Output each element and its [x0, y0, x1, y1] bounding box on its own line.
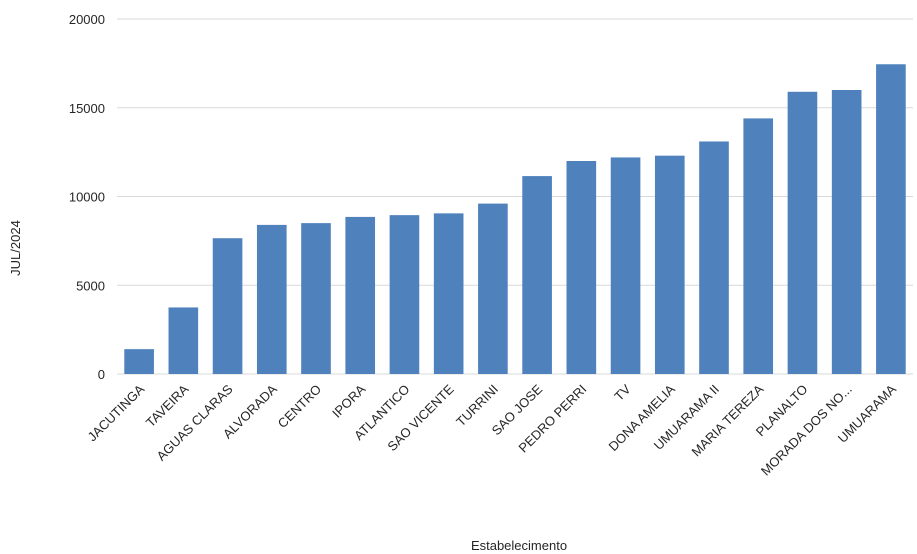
bar	[345, 216, 376, 374]
x-tick-label: TV	[611, 381, 634, 404]
bar	[610, 157, 641, 374]
bars	[124, 64, 906, 375]
y-tick-label: 20000	[69, 12, 105, 27]
y-tick-label: 0	[98, 367, 105, 382]
y-tick-label: 10000	[69, 190, 105, 205]
y-tick-label: 5000	[76, 278, 105, 293]
bar	[301, 223, 331, 374]
bar	[654, 155, 685, 374]
bar	[787, 91, 818, 375]
x-tick-label: IPORA	[329, 381, 368, 420]
bar	[831, 90, 862, 374]
bar	[168, 307, 199, 374]
bar	[433, 213, 464, 374]
bar	[256, 224, 287, 374]
bar	[212, 238, 243, 374]
x-axis-title: Estabelecimento	[471, 538, 567, 553]
y-tick-label: 15000	[69, 101, 105, 116]
y-axis-tick-labels: 0 5000 10000 15000 20000	[69, 12, 105, 382]
bar	[522, 176, 552, 374]
x-tick-label: JACUTINGA	[85, 381, 148, 444]
bar	[699, 141, 729, 374]
bar	[124, 349, 154, 374]
bar	[389, 215, 420, 374]
bar	[478, 203, 508, 374]
bar	[876, 64, 906, 374]
gridlines	[117, 18, 913, 375]
y-axis-title: JUL/2024	[8, 220, 23, 276]
x-tick-label: AGUAS CLARAS	[154, 381, 236, 463]
bar	[743, 118, 774, 375]
x-tick-label: CENTRO	[275, 382, 324, 431]
bar	[566, 161, 597, 374]
